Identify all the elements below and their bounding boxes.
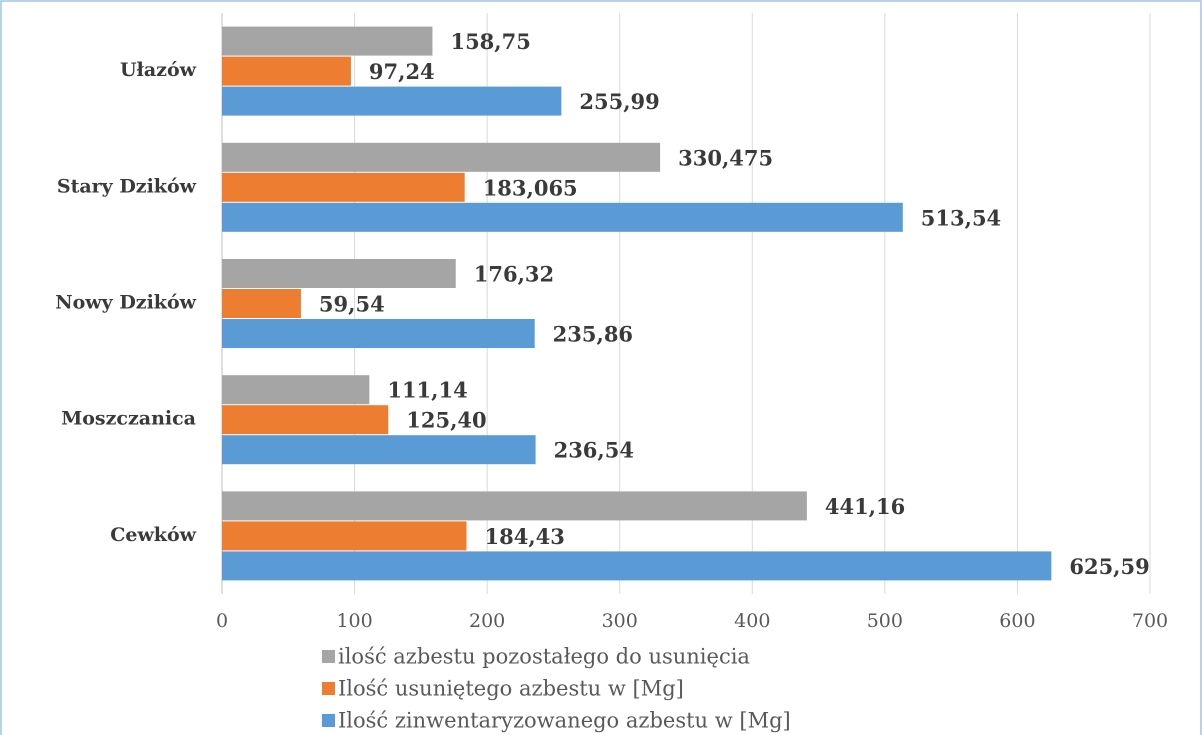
value-label: 176,32: [474, 262, 554, 287]
bar: [222, 26, 433, 56]
category-label: Stary Dzików: [57, 175, 197, 197]
legend-label: Ilość usuniętego azbestu w [Mg]: [338, 677, 684, 701]
bar: [222, 551, 1052, 581]
category-label: Cewków: [110, 524, 196, 546]
legend-label: Ilość zinwentaryzowanego azbestu w [Mg]: [338, 709, 791, 733]
category-label: Nowy Dzików: [55, 292, 196, 314]
value-label: 111,14: [387, 378, 467, 403]
value-label: 235,86: [553, 322, 633, 347]
x-tick-label: 0: [216, 610, 228, 632]
x-tick-label: 200: [469, 610, 505, 632]
bar: [222, 56, 351, 86]
value-label: 184,43: [485, 524, 565, 549]
bar: [222, 435, 536, 465]
value-label: 97,24: [369, 59, 435, 84]
legend-swatch: [322, 714, 335, 727]
category-label: Ułazów: [120, 59, 197, 81]
x-tick-label: 700: [1132, 610, 1168, 632]
bar: [222, 405, 389, 435]
legend-swatch: [322, 650, 335, 663]
value-label: 625,59: [1069, 554, 1149, 579]
bar: [222, 521, 467, 551]
legend-label: ilość azbestu pozostałego do usunięcia: [338, 645, 750, 669]
value-label: 513,54: [921, 205, 1001, 230]
bar: [222, 491, 807, 521]
bar: [222, 142, 661, 172]
value-label: 59,54: [319, 292, 385, 317]
category-label: Moszczanica: [61, 408, 196, 430]
bar: [222, 289, 301, 318]
bar: [222, 319, 535, 348]
value-label: 183,065: [483, 175, 578, 200]
value-label: 255,99: [579, 89, 659, 114]
x-tick-label: 400: [734, 610, 770, 632]
value-label: 125,40: [406, 408, 486, 433]
bar: [222, 172, 465, 202]
value-label: 330,475: [678, 145, 773, 170]
bar: [222, 86, 562, 116]
x-tick-label: 300: [602, 610, 638, 632]
value-label: 441,16: [825, 494, 905, 519]
bar: [222, 259, 456, 288]
bar: [222, 375, 370, 405]
x-tick-label: 600: [999, 610, 1035, 632]
value-label: 158,75: [450, 29, 530, 54]
x-tick-label: 100: [336, 610, 372, 632]
value-label: 236,54: [554, 438, 634, 463]
x-tick-label: 500: [867, 610, 903, 632]
bar: [222, 202, 903, 232]
legend-swatch: [322, 682, 335, 695]
